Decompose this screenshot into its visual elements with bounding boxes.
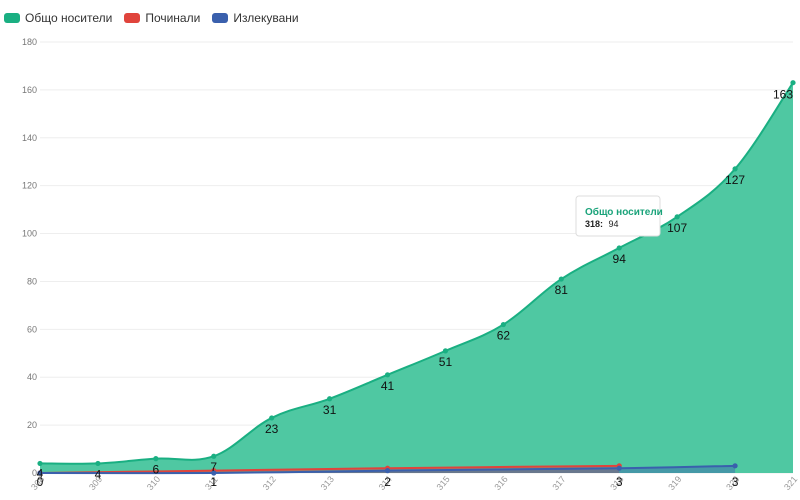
point-total[interactable] — [442, 348, 449, 354]
x-tick-label: 319 — [666, 474, 683, 492]
data-label-total: 51 — [439, 355, 453, 369]
data-label-deaths: 0 — [37, 475, 44, 489]
tooltip: Общо носители 318: 94 — [575, 195, 663, 237]
point-total[interactable] — [674, 214, 680, 220]
point-recovered[interactable] — [37, 470, 43, 476]
point-total[interactable] — [616, 245, 622, 251]
area-total — [40, 82, 793, 473]
point-total[interactable] — [558, 276, 564, 282]
y-tick-label: 160 — [22, 85, 37, 95]
data-label-total: 127 — [725, 173, 745, 187]
line-deaths — [39, 464, 620, 474]
point-total[interactable] — [384, 372, 391, 378]
y-tick-label: 60 — [27, 324, 37, 334]
tooltip-body: 318: 94 — [585, 219, 619, 229]
x-tick-label: 310 — [145, 474, 162, 492]
data-label-total: 62 — [497, 329, 511, 343]
point-total[interactable] — [732, 166, 738, 172]
data-label-total: 81 — [555, 283, 569, 297]
legend-swatch-total — [4, 13, 20, 23]
point-total[interactable] — [37, 460, 43, 467]
y-tick-label: 140 — [22, 133, 37, 143]
x-tick-label: 312 — [261, 474, 278, 492]
area-recovered — [40, 465, 736, 474]
legend-label-recovered: Излекувани — [233, 11, 299, 25]
y-tick-label: 20 — [27, 420, 37, 430]
data-label-deaths: 1 — [210, 475, 217, 489]
tooltip-title: Общо носители — [585, 206, 663, 218]
x-axis-ticks: 308 309 310 311 312 313 314 315 316 317 318 319 320 3… — [29, 474, 799, 492]
data-label-deaths: 2 — [384, 475, 391, 489]
x-tick-label: 316 — [492, 474, 509, 492]
x-tick-label: 315 — [435, 474, 452, 492]
point-total[interactable] — [269, 415, 275, 421]
data-label-total: 41 — [381, 379, 395, 393]
x-tick-label: 313 — [319, 474, 336, 492]
data-label-total: 6 — [153, 463, 160, 477]
y-tick-label: 40 — [27, 372, 37, 382]
data-label-total: 94 — [613, 252, 627, 266]
data-label-total: 23 — [265, 422, 279, 436]
data-label-total: 163 — [773, 88, 793, 102]
legend-label-total: Общо носители — [25, 11, 113, 25]
legend-swatch-deaths — [124, 13, 141, 23]
data-label-total: 4 — [37, 466, 44, 480]
tooltip-value: 94 — [609, 219, 619, 229]
point-recovered[interactable] — [384, 468, 391, 474]
data-label-total: 7 — [210, 460, 217, 474]
y-tick-label: 180 — [22, 37, 37, 47]
point-recovered[interactable] — [211, 470, 217, 476]
y-tick-label: 100 — [22, 229, 37, 239]
data-label-total: 4 — [95, 467, 102, 481]
legend: Общо носители Починали Излекувани — [4, 8, 299, 28]
legend-item-deaths[interactable]: Починали — [124, 11, 200, 25]
legend-item-recovered[interactable]: Излекувани — [212, 11, 299, 25]
tooltip-x: 318: — [585, 219, 603, 229]
x-tick-label: 317 — [550, 474, 567, 492]
point-recovered[interactable] — [732, 463, 738, 469]
data-label-total: 31 — [323, 403, 337, 417]
data-label-deaths: 3 — [616, 475, 623, 489]
grid-lines — [40, 41, 793, 474]
point-total[interactable] — [153, 456, 159, 462]
y-axis-ticks: 0 20 40 60 80 100 120 140 160 180 — [22, 37, 37, 478]
legend-item-total[interactable]: Общо носители — [4, 11, 112, 25]
y-tick-label: 120 — [22, 181, 37, 191]
legend-label-deaths: Починали — [145, 11, 201, 25]
legend-swatch-recovered — [212, 13, 229, 23]
point-total[interactable] — [327, 396, 333, 402]
data-label-total: 107 — [667, 221, 687, 235]
point-total[interactable] — [500, 321, 506, 328]
series-layer — [37, 80, 796, 476]
point-recovered[interactable] — [616, 465, 622, 471]
y-tick-label: 0 — [32, 468, 37, 478]
data-label-recovered: 3 — [732, 475, 739, 489]
point-total[interactable] — [790, 80, 796, 86]
x-tick-label: 321 — [782, 474, 799, 492]
point-total[interactable] — [95, 460, 101, 467]
tooltip-box — [575, 195, 661, 237]
point-total[interactable] — [211, 453, 217, 459]
y-tick-label: 80 — [27, 276, 37, 286]
